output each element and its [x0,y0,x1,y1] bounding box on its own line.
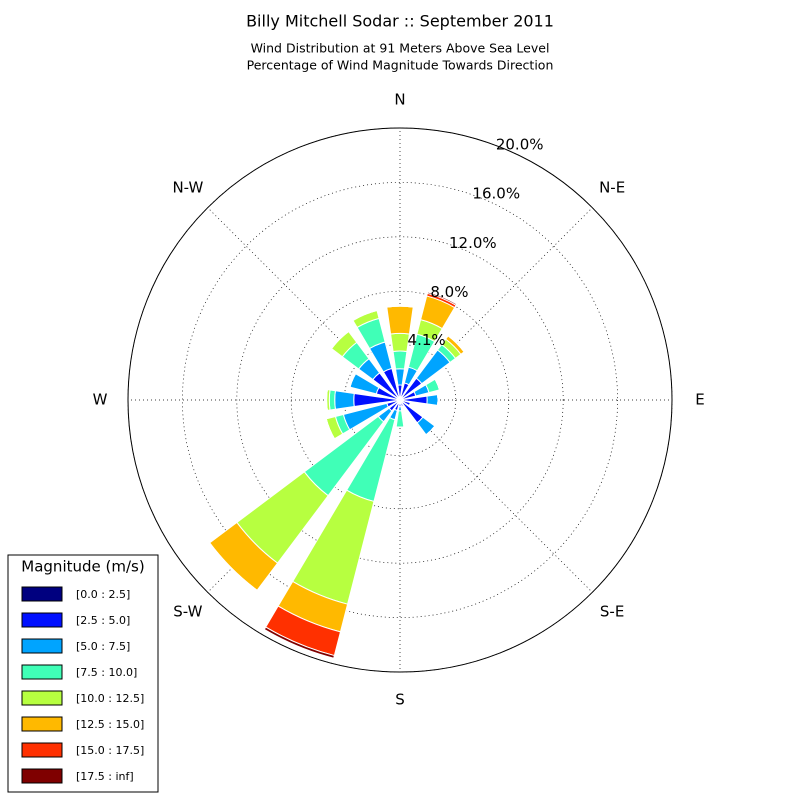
legend-label: [10.0 : 12.5] [76,692,144,705]
wedge [396,369,405,385]
wedge [399,403,401,407]
legend-swatch [22,587,62,601]
wedge [329,390,335,410]
chart-title: Billy Mitchell Sodar :: September 2011 [246,12,554,31]
chart-subtitle: Percentage of Wind Magnitude Towards Dir… [247,58,554,73]
r-tick-label: 16.0% [472,185,520,203]
r-tick-label: 12.0% [449,234,497,252]
direction-label: W [93,391,108,409]
direction-label: E [695,391,704,409]
legend-swatch [22,639,62,653]
legend-label: [5.0 : 7.5] [76,640,130,653]
legend-label: [15.0 : 17.5] [76,744,144,757]
direction-label: N-E [599,178,625,196]
legend-swatch [22,691,62,705]
legend-swatch [22,717,62,731]
wedge [335,391,355,409]
direction-label: S [395,691,405,709]
r-tick-label: 8.0% [430,283,468,301]
r-tick-label: 20.0% [496,136,544,154]
chart-subtitle: Wind Distribution at 91 Meters Above Sea… [251,41,550,56]
legend-label: [0.0 : 2.5] [76,588,130,601]
wedge [427,395,438,406]
wedge [398,407,401,411]
direction-label: N-W [172,178,203,196]
legend-label: [2.5 : 5.0] [76,614,130,627]
direction-label: S-W [173,603,202,621]
legend-label: [7.5 : 10.0] [76,666,137,679]
direction-label: N [394,91,405,109]
wedge [402,402,423,423]
legend-swatch [22,743,62,757]
r-tick-label: 4.1% [408,331,446,349]
wedge [396,411,404,427]
legend-swatch [22,769,62,783]
legend-title: Magnitude (m/s) [21,558,144,576]
wedge [393,351,407,369]
legend-label: [17.5 : inf] [76,770,134,783]
legend-label: [12.5 : 15.0] [76,718,144,731]
legend-swatch [22,613,62,627]
legend-swatch [22,665,62,679]
direction-label: S-E [600,603,624,621]
